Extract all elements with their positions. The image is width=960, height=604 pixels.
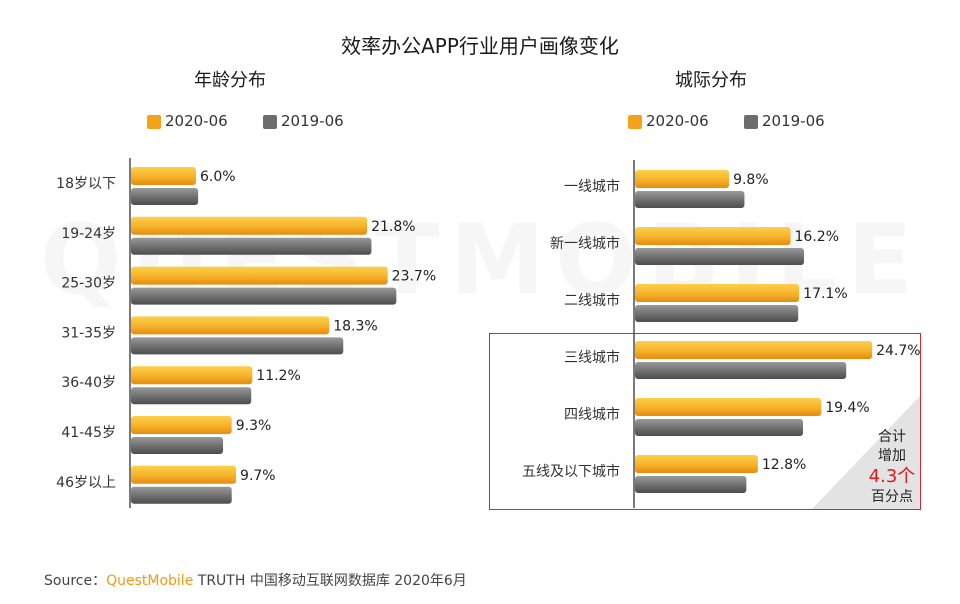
- legend-swatch-2020: [147, 115, 161, 129]
- bar-2020: [131, 167, 196, 185]
- category-label: 18岁以下: [56, 176, 116, 192]
- legend-swatch-2019: [744, 115, 758, 129]
- legend-swatch-2020: [628, 115, 642, 129]
- bar-2019: [131, 387, 252, 405]
- category-label: 31-35岁: [61, 325, 116, 341]
- data-label: 21.8%: [371, 219, 415, 235]
- legend-label-2019: 2019-06: [281, 112, 344, 130]
- city-bars: 一线城市 9.8% 新一线城市 16.2% 二线城市 17.1% 三线城市 24.7% 四线城市…: [522, 170, 921, 493]
- category-label: 二线城市: [564, 292, 620, 309]
- legend-label-2020: 2020-06: [165, 112, 228, 130]
- category-label: 36-40岁: [61, 375, 116, 391]
- bar-2019: [635, 419, 803, 436]
- legend-label-2020: 2020-06: [646, 112, 709, 130]
- bar-2019: [131, 287, 397, 305]
- data-label: 24.7%: [876, 343, 920, 359]
- data-label: 16.2%: [795, 229, 839, 245]
- callout-value: 4.3个: [868, 466, 916, 487]
- bar-2019: [131, 337, 344, 355]
- age-chart-title: 年龄分布: [194, 70, 266, 91]
- category-label: 19-24岁: [61, 226, 116, 242]
- age-bars: 18岁以下 6.0% 19-24岁 21.8% 25-30岁 23.7% 31-35岁 18.…: [56, 167, 436, 504]
- bar-2020: [131, 266, 388, 285]
- bar-2019: [635, 248, 804, 265]
- data-label: 23.7%: [392, 269, 436, 285]
- data-label: 17.1%: [803, 286, 847, 302]
- data-label: 9.7%: [240, 468, 276, 484]
- data-label: 19.4%: [825, 400, 869, 416]
- bar-2020: [635, 227, 791, 245]
- highlight-box: [489, 333, 921, 510]
- bar-2020: [131, 416, 232, 434]
- source-brand: QuestMobile: [106, 573, 194, 589]
- category-label: 一线城市: [564, 178, 620, 195]
- data-label: 9.8%: [733, 172, 769, 188]
- legend-swatch-2019: [263, 115, 277, 129]
- bar-2020: [635, 398, 822, 416]
- category-label: 三线城市: [564, 349, 620, 366]
- category-label: 五线及以下城市: [522, 463, 620, 480]
- bar-2020: [131, 316, 330, 335]
- corner-triangle: [812, 396, 920, 509]
- city-chart-title: 城际分布: [675, 70, 747, 91]
- bar-2019: [635, 191, 745, 208]
- source-note: Source：QuestMobile TRUTH 中国移动互联网数据库 2020…: [44, 570, 467, 590]
- bar-2019: [635, 476, 747, 493]
- bar-2019: [635, 305, 799, 322]
- callout-line3: 百分点: [871, 489, 913, 505]
- bar-2020: [635, 284, 800, 302]
- bar-2019: [635, 362, 847, 379]
- data-label: 9.3%: [236, 418, 272, 434]
- bar-2020: [635, 341, 873, 359]
- legend-label-2019: 2019-06: [762, 112, 825, 130]
- data-label: 18.3%: [333, 318, 377, 334]
- category-label: 新一线城市: [550, 235, 620, 252]
- category-label: 25-30岁: [61, 276, 116, 292]
- callout-line1: 合计: [878, 429, 906, 445]
- bar-2019: [131, 188, 199, 205]
- bar-2020: [131, 366, 253, 385]
- category-label: 46岁以上: [56, 475, 116, 491]
- callout-line2: 增加: [878, 448, 906, 464]
- category-label: 41-45岁: [61, 425, 116, 441]
- category-label: 四线城市: [564, 406, 620, 423]
- data-label: 11.2%: [256, 368, 300, 384]
- bar-2019: [131, 437, 224, 454]
- bar-2020: [635, 455, 758, 473]
- bar-2020: [131, 465, 237, 484]
- chart-title: 效率办公APP行业用户画像变化: [341, 34, 619, 58]
- bar-2020: [635, 170, 730, 188]
- data-label: 6.0%: [200, 169, 236, 185]
- data-label: 12.8%: [762, 457, 806, 473]
- bar-2020: [131, 216, 368, 235]
- bar-2019: [131, 237, 372, 255]
- bar-2019: [131, 486, 232, 504]
- source-prefix: Source：: [44, 573, 107, 589]
- source-rest: TRUTH 中国移动互联网数据库 2020年6月: [193, 573, 467, 589]
- callout: 合计 增加 4.3个 百分点: [862, 428, 922, 507]
